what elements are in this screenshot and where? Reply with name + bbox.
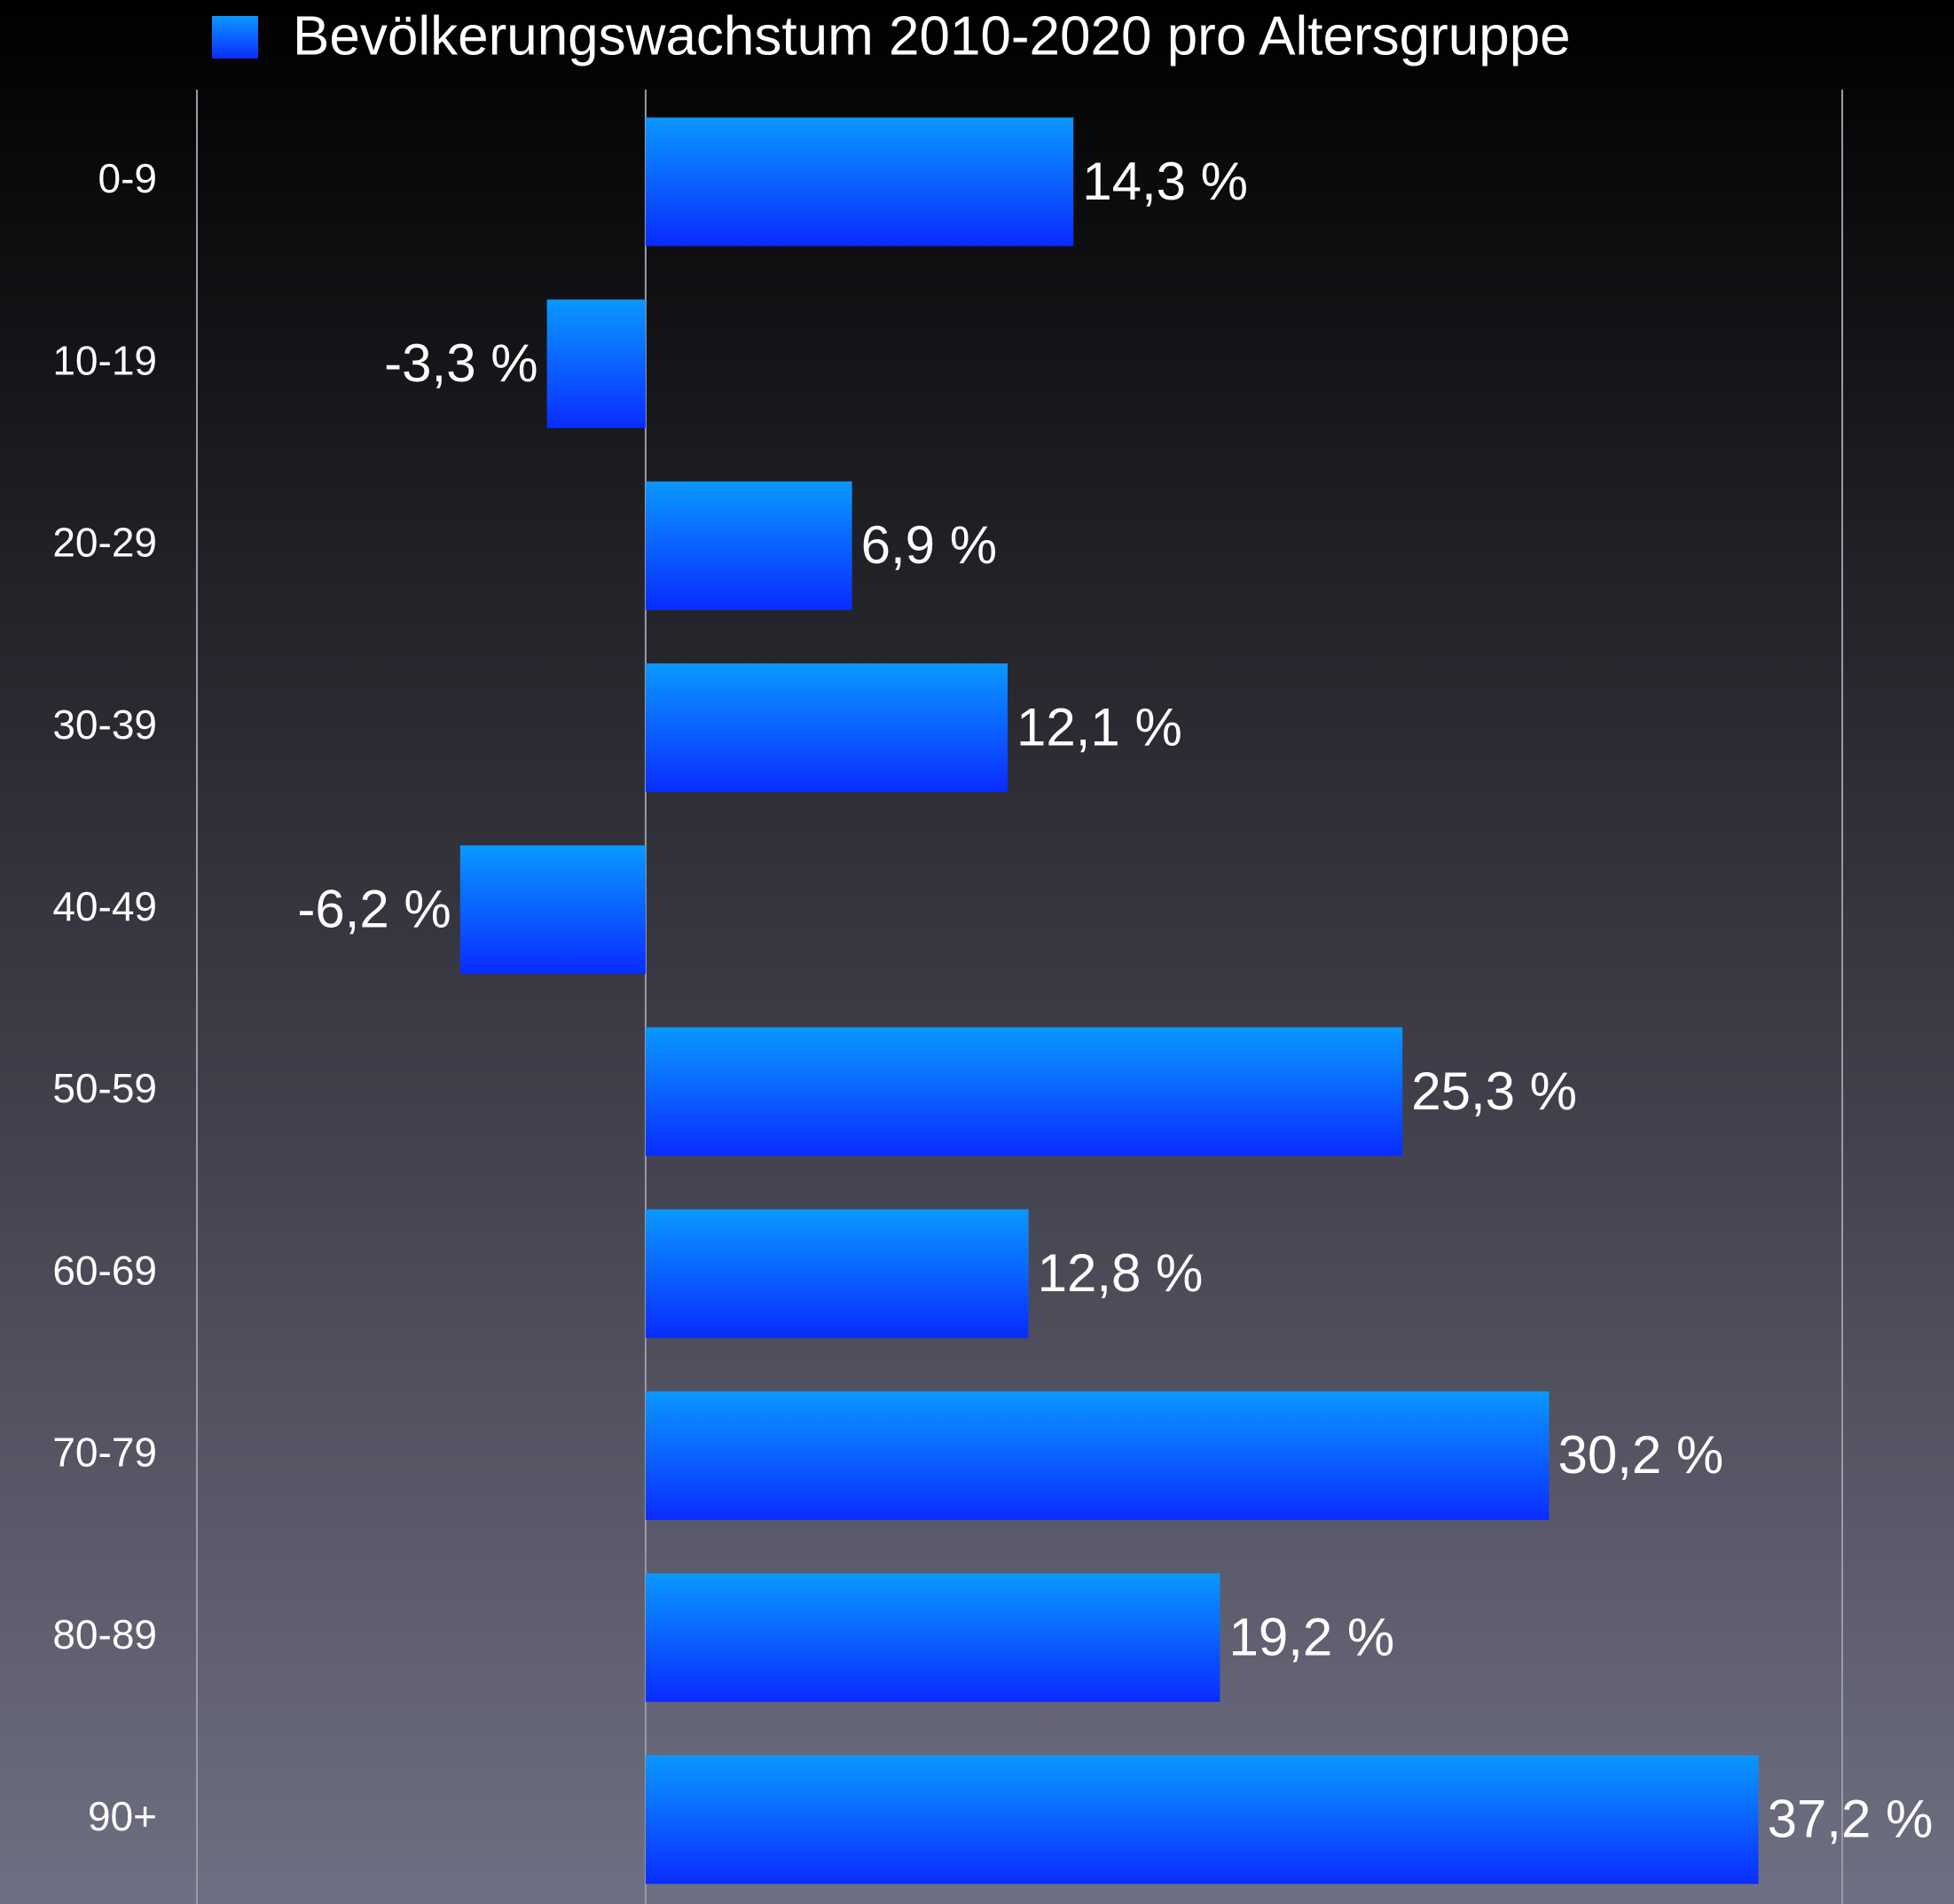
data-label: 12,1 % xyxy=(1016,697,1182,756)
y-tick-label: 80-89 xyxy=(52,1611,157,1657)
data-label: -3,3 % xyxy=(384,333,538,393)
bar xyxy=(645,117,1074,247)
bar xyxy=(645,1027,1403,1156)
y-tick-label: 90+ xyxy=(88,1793,157,1839)
data-label: 19,2 % xyxy=(1228,1607,1394,1666)
bar xyxy=(645,481,852,610)
bar xyxy=(645,1755,1759,1884)
data-label: 14,3 % xyxy=(1082,152,1248,211)
data-label: 12,8 % xyxy=(1038,1243,1204,1303)
y-tick-label: 10-19 xyxy=(52,337,157,383)
bar xyxy=(645,663,1008,793)
data-label: 25,3 % xyxy=(1411,1062,1577,1121)
y-tick-label: 60-69 xyxy=(52,1247,157,1293)
y-tick-label: 30-39 xyxy=(52,701,157,748)
bar xyxy=(645,1573,1220,1703)
y-tick-label: 0-9 xyxy=(98,155,157,201)
data-label: -6,2 % xyxy=(297,880,451,939)
bar xyxy=(459,845,646,975)
data-label: 37,2 % xyxy=(1768,1790,1934,1849)
data-label: 6,9 % xyxy=(861,515,997,575)
y-tick-label: 50-59 xyxy=(52,1065,157,1111)
y-tick-label: 20-29 xyxy=(52,520,157,566)
y-tick-label: 70-79 xyxy=(52,1430,157,1476)
y-tick-label: 40-49 xyxy=(52,883,157,929)
bar xyxy=(546,299,646,428)
bar xyxy=(645,1209,1029,1338)
legend-label: Bevölkerungswachstum 2010-2020 pro Alter… xyxy=(293,5,1571,67)
bar xyxy=(645,1391,1550,1520)
legend-swatch xyxy=(212,16,258,59)
data-label: 30,2 % xyxy=(1558,1425,1723,1485)
